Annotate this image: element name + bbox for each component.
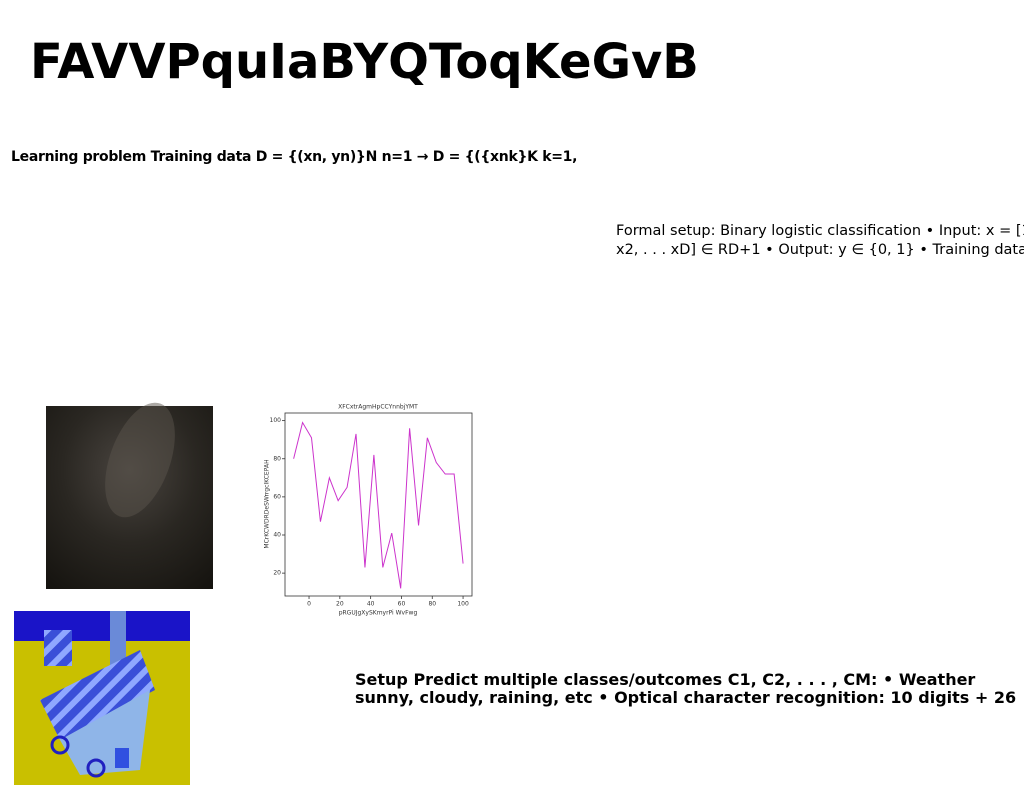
gift-wrap-photo (14, 611, 190, 785)
x-tick-label: 0 (307, 601, 311, 608)
bottom-text: Setup Predict multiple classes/outcomes … (355, 671, 1016, 707)
text-line: sunny, cloudy, raining, etc • Optical ch… (355, 688, 1017, 707)
line-series (293, 421, 464, 589)
night-sky-photo (46, 402, 213, 589)
y-tick-label: 20 (273, 570, 281, 577)
x-tick-label: 80 (428, 601, 436, 608)
y-tick-label: 100 (270, 417, 282, 424)
heading: Learning problem Training data D = {(xn,… (11, 149, 578, 165)
y-axis-label: MCrKCWDRDeSWrrgcIKCEPAH (264, 459, 271, 548)
x-tick-label: 100 (457, 601, 469, 608)
x-axis-label: pRGUJgXySKmyrPi WvFwg (339, 610, 418, 617)
x-tick-label: 60 (398, 601, 406, 608)
side-text: Formal setup: Binary logistic classifica… (616, 222, 1024, 260)
y-tick-label: 80 (273, 455, 281, 462)
text-line: x2, . . . xD] ∈ RD+1 • Output: y ∈ {0, 1… (616, 242, 1024, 258)
x-tick-label: 40 (367, 601, 375, 608)
x-tick-label: 20 (336, 601, 344, 608)
text-line: Setup Predict multiple classes/outcomes … (355, 670, 976, 689)
y-tick-label: 40 (273, 532, 281, 539)
text-line: Formal setup: Binary logistic classifica… (616, 223, 1024, 239)
y-tick-label: 60 (273, 493, 281, 500)
chart-title: XFCxtrAgmHpCCYnnbjYMT (338, 404, 418, 411)
page-title: FAVVPquIaBYQToqKeGvB (30, 34, 699, 90)
plot-frame (284, 412, 473, 597)
